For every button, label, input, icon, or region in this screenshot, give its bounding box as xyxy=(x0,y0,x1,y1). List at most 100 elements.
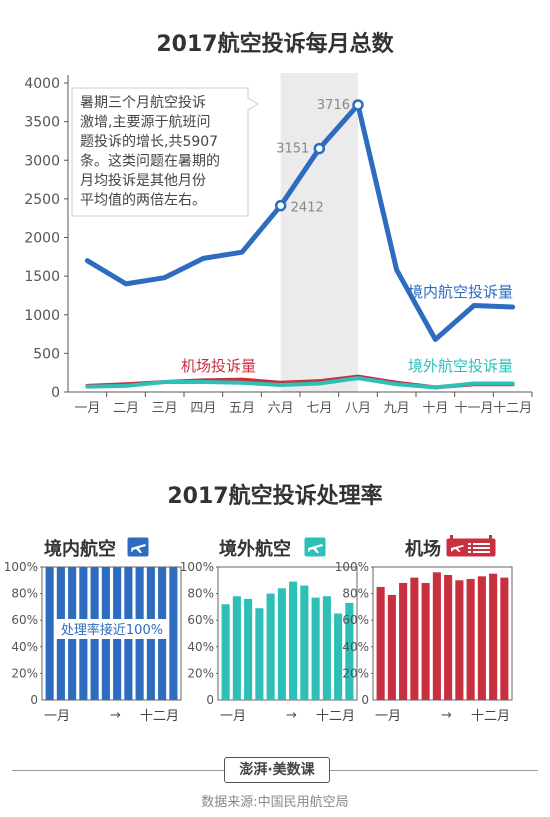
bar-y-tick-label: 0 xyxy=(206,693,214,707)
data-point-marker xyxy=(274,199,287,212)
airport-board-icon xyxy=(446,535,496,561)
series-label-foreign: 境外航空投诉量 xyxy=(408,357,513,375)
bar xyxy=(455,580,464,700)
y-tick-label: 3500 xyxy=(24,115,60,131)
bar xyxy=(376,586,385,700)
bar-y-tick-label: 60% xyxy=(342,613,369,627)
y-tick-label: 1000 xyxy=(24,308,60,324)
bar xyxy=(289,581,298,700)
y-tick-label: 1500 xyxy=(24,269,60,285)
bar-y-tick-label: 0 xyxy=(30,693,38,707)
x-tick-label: 十一月 xyxy=(454,401,493,416)
airplane-icon xyxy=(127,537,149,561)
bar xyxy=(387,594,396,700)
bar xyxy=(489,573,498,700)
series-label-airport: 机场投诉量 xyxy=(181,357,256,375)
bar-annotation-box xyxy=(56,619,168,639)
bar-charts: 0 20% 40% 60% 80% 100% 一月 十二月 → 处理率接近100% 0 20% 40% 6… xyxy=(4,560,513,724)
bar-x-arrow: → xyxy=(441,708,452,723)
bar xyxy=(500,577,509,700)
bar-y-tick-label: 0 xyxy=(361,693,369,707)
bar-panel-1: 0 20% 40% 60% 80% 100% 一月 十二月 → xyxy=(180,560,358,724)
bar xyxy=(432,572,441,700)
bar xyxy=(466,578,475,700)
bar-y-tick-label: 60% xyxy=(11,613,38,627)
x-tick-label: 九月 xyxy=(384,401,410,416)
panel-frame xyxy=(372,566,513,701)
bar-y-tick-label: 100% xyxy=(335,560,369,574)
panel-title-foreign: 境外航空 xyxy=(219,539,291,560)
bar-y-tick-label: 40% xyxy=(11,640,38,654)
bar-y-tick-label: 40% xyxy=(342,640,369,654)
footer-logo: 澎湃·美数课 xyxy=(224,757,330,783)
annotation-line: 月均投诉是其他月份 xyxy=(80,173,206,189)
series-line-2 xyxy=(85,376,515,390)
bar xyxy=(232,596,241,700)
bar xyxy=(399,582,408,700)
annotation-line: 平均值的两倍左右。 xyxy=(80,193,206,209)
series-label-domestic: 境内航空投诉量 xyxy=(408,283,513,301)
bar-panel-2: 0 20% 40% 60% 80% 100% 一月 十二月 → xyxy=(335,560,513,724)
bar-y-tick-label: 20% xyxy=(342,666,369,680)
series-line-0 xyxy=(84,102,516,342)
bar xyxy=(345,602,354,700)
bar-y-tick-label: 100% xyxy=(4,560,38,574)
panel-title-domestic: 境内航空 xyxy=(44,539,116,560)
panel-title-airport: 机场 xyxy=(405,539,441,560)
bar xyxy=(300,585,309,700)
annotation-line: 激增,主要源于航班问 xyxy=(80,114,210,131)
y-tick-label: 0 xyxy=(51,385,60,401)
x-tick-label: 四月 xyxy=(190,401,216,416)
line-chart-title: 2017航空投诉每月总数 xyxy=(156,32,394,57)
x-tick-label: 二月 xyxy=(113,401,139,416)
bar xyxy=(169,567,178,700)
data-source: 数据来源:中国民用航空局 xyxy=(201,795,349,810)
bar-y-tick-label: 20% xyxy=(187,666,214,680)
annotation-box xyxy=(71,87,259,217)
bar xyxy=(322,596,331,700)
bar-x-arrow: → xyxy=(110,708,121,723)
x-tick-label: 三月 xyxy=(152,401,178,416)
summer-highlight-band xyxy=(280,73,358,392)
bar xyxy=(244,598,253,700)
y-tick-label: 500 xyxy=(33,346,60,362)
annotation-line: 暑期三个月航空投诉 xyxy=(80,95,206,111)
x-tick-label: 十月 xyxy=(422,401,448,416)
bar-y-tick-label: 60% xyxy=(187,613,214,627)
bar xyxy=(410,577,419,700)
x-tick-label: 六月 xyxy=(268,401,294,416)
bar xyxy=(277,588,286,700)
y-tick-label: 4000 xyxy=(24,76,60,92)
bar xyxy=(266,593,275,700)
bar-annotation: 处理率接近100% xyxy=(61,622,163,638)
bar-x-start-label: 一月 xyxy=(220,709,246,724)
bar-y-tick-label: 80% xyxy=(187,587,214,601)
airplane-icon xyxy=(304,537,326,561)
bar-y-tick-label: 40% xyxy=(187,640,214,654)
y-tick-label: 2500 xyxy=(24,192,60,208)
x-tick-label: 七月 xyxy=(306,401,332,416)
bar xyxy=(45,567,54,700)
data-label: 2412 xyxy=(291,201,324,216)
bar-x-start-label: 一月 xyxy=(44,709,70,724)
bar-x-end-label: 十二月 xyxy=(140,709,179,724)
y-tick-label: 3000 xyxy=(24,153,60,169)
x-tick-label: 五月 xyxy=(229,401,255,416)
annotation-line: 题投诉的增长,共5907 xyxy=(80,134,218,150)
bar xyxy=(221,604,230,700)
bar-x-end-label: 十二月 xyxy=(471,709,510,724)
bar-y-tick-label: 80% xyxy=(342,587,369,601)
bar xyxy=(421,582,430,700)
data-point-marker xyxy=(313,142,326,155)
y-tick-label: 2000 xyxy=(24,231,60,247)
bar-panel-0: 0 20% 40% 60% 80% 100% 一月 十二月 → 处理率接近100% xyxy=(4,560,182,724)
bar-x-end-label: 十二月 xyxy=(316,709,355,724)
data-label: 3151 xyxy=(276,142,309,157)
bar-charts-title: 2017航空投诉处理率 xyxy=(167,484,383,509)
bar-x-arrow: → xyxy=(286,708,297,723)
data-point-marker xyxy=(352,99,364,111)
bar-y-tick-label: 100% xyxy=(180,560,214,574)
x-tick-label: 一月 xyxy=(74,401,100,416)
bar-x-start-label: 一月 xyxy=(375,709,401,724)
bar xyxy=(311,597,320,700)
